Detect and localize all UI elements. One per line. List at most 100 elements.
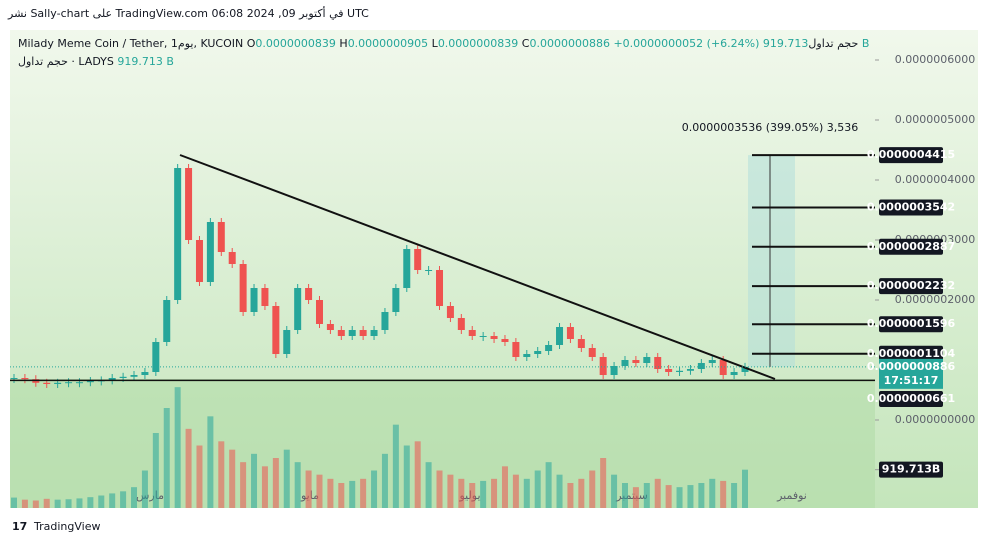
volume-bar xyxy=(731,483,738,508)
x-label: مارس xyxy=(136,489,164,502)
candle xyxy=(305,288,313,300)
candle xyxy=(239,264,247,312)
published: نشر Sally-chart على TradingView.com في أ… xyxy=(7,6,369,20)
volume-bar xyxy=(261,466,268,508)
candle xyxy=(457,318,465,330)
level-box xyxy=(879,345,943,362)
volume-box xyxy=(879,461,943,478)
candle xyxy=(697,363,705,369)
volume-bar xyxy=(87,497,94,508)
candle xyxy=(43,382,51,384)
candle xyxy=(272,306,280,354)
candle xyxy=(621,360,629,366)
volume-bar xyxy=(414,441,421,508)
volume-bar xyxy=(632,487,639,508)
candle xyxy=(86,381,94,383)
candle xyxy=(10,378,18,379)
countdown: 17:51:17 xyxy=(884,374,939,387)
volume-bar xyxy=(447,474,454,508)
support-box xyxy=(879,391,943,407)
volume-bar xyxy=(534,470,541,508)
volume-bar xyxy=(294,462,301,508)
candle xyxy=(283,330,291,354)
level-label: 0.0000002887 xyxy=(867,240,955,253)
volume-bar xyxy=(381,453,388,508)
volume-bar xyxy=(501,466,508,508)
candle xyxy=(348,330,356,336)
y-tick-label: 0.0000004000 xyxy=(895,173,975,186)
candle xyxy=(359,330,367,336)
volume-bar xyxy=(196,445,203,508)
level-label: 0.0000002232 xyxy=(867,279,955,292)
legend: Milady Meme Coin / Tether, 1يوم, KUCOIN … xyxy=(18,37,869,50)
candle xyxy=(654,357,662,369)
candle xyxy=(479,336,487,337)
y-tick-label: 0.0000000000 xyxy=(895,413,975,426)
volume-bar xyxy=(589,470,596,508)
volume-bar xyxy=(305,470,312,508)
volume-bar xyxy=(698,483,705,508)
level-label: 0.0000001596 xyxy=(867,317,956,330)
measure-zone xyxy=(748,155,795,367)
level-label: 0.0000001104 xyxy=(867,347,956,360)
volume-bar xyxy=(742,469,748,508)
volume-bar xyxy=(163,408,170,508)
candle xyxy=(370,330,378,336)
level-box xyxy=(879,278,943,295)
volume-bar xyxy=(218,441,225,508)
candle xyxy=(217,222,225,252)
volume-bar xyxy=(240,462,247,508)
candle xyxy=(676,370,684,372)
candle xyxy=(741,366,749,372)
volume-bar xyxy=(349,480,356,508)
candle xyxy=(250,288,258,312)
candle xyxy=(577,339,585,348)
volume-bar xyxy=(327,478,334,508)
candle xyxy=(523,354,531,357)
candle xyxy=(425,270,433,271)
candle xyxy=(545,345,553,351)
volume-bar xyxy=(611,474,618,508)
volume-bar xyxy=(338,483,345,508)
volume-bar xyxy=(32,500,39,508)
volume-bar xyxy=(578,478,585,508)
candle xyxy=(436,270,444,306)
volume-bar xyxy=(523,478,530,508)
candle xyxy=(719,360,727,375)
level-label: 0.0000004415 xyxy=(867,148,955,161)
volume-bar xyxy=(621,483,628,508)
volume-bar xyxy=(567,483,574,508)
price-label: 0.0000000886 xyxy=(867,360,956,373)
logo: 17 xyxy=(12,520,27,533)
candle xyxy=(468,330,476,336)
candle xyxy=(381,312,389,330)
volume-bar xyxy=(403,445,410,508)
y-tick-label: 0.0000005000 xyxy=(895,113,975,126)
level-label: 0.0000003542 xyxy=(867,200,955,213)
candle xyxy=(206,222,214,282)
volume-bar xyxy=(545,462,552,508)
volume-bar xyxy=(272,458,279,508)
candle xyxy=(610,366,618,375)
volume-bar xyxy=(600,458,607,508)
volume-bar xyxy=(469,483,476,508)
level-box xyxy=(879,147,943,164)
candle xyxy=(54,382,62,384)
y-tick-label: 0.0000006000 xyxy=(895,53,975,66)
candle xyxy=(632,360,640,363)
volume-bar xyxy=(458,478,465,508)
volume-bar xyxy=(43,498,50,508)
volume-bar xyxy=(316,474,323,508)
candle xyxy=(163,300,171,342)
candle xyxy=(65,382,73,384)
candle xyxy=(75,382,83,384)
volume-bar xyxy=(185,428,192,508)
volume-bar xyxy=(425,462,432,508)
candle xyxy=(643,357,651,363)
x-label: سبتمبر xyxy=(615,489,648,502)
candle xyxy=(228,252,236,264)
volume-bar xyxy=(54,499,61,508)
volume-bar xyxy=(131,487,138,508)
candle xyxy=(294,288,302,330)
